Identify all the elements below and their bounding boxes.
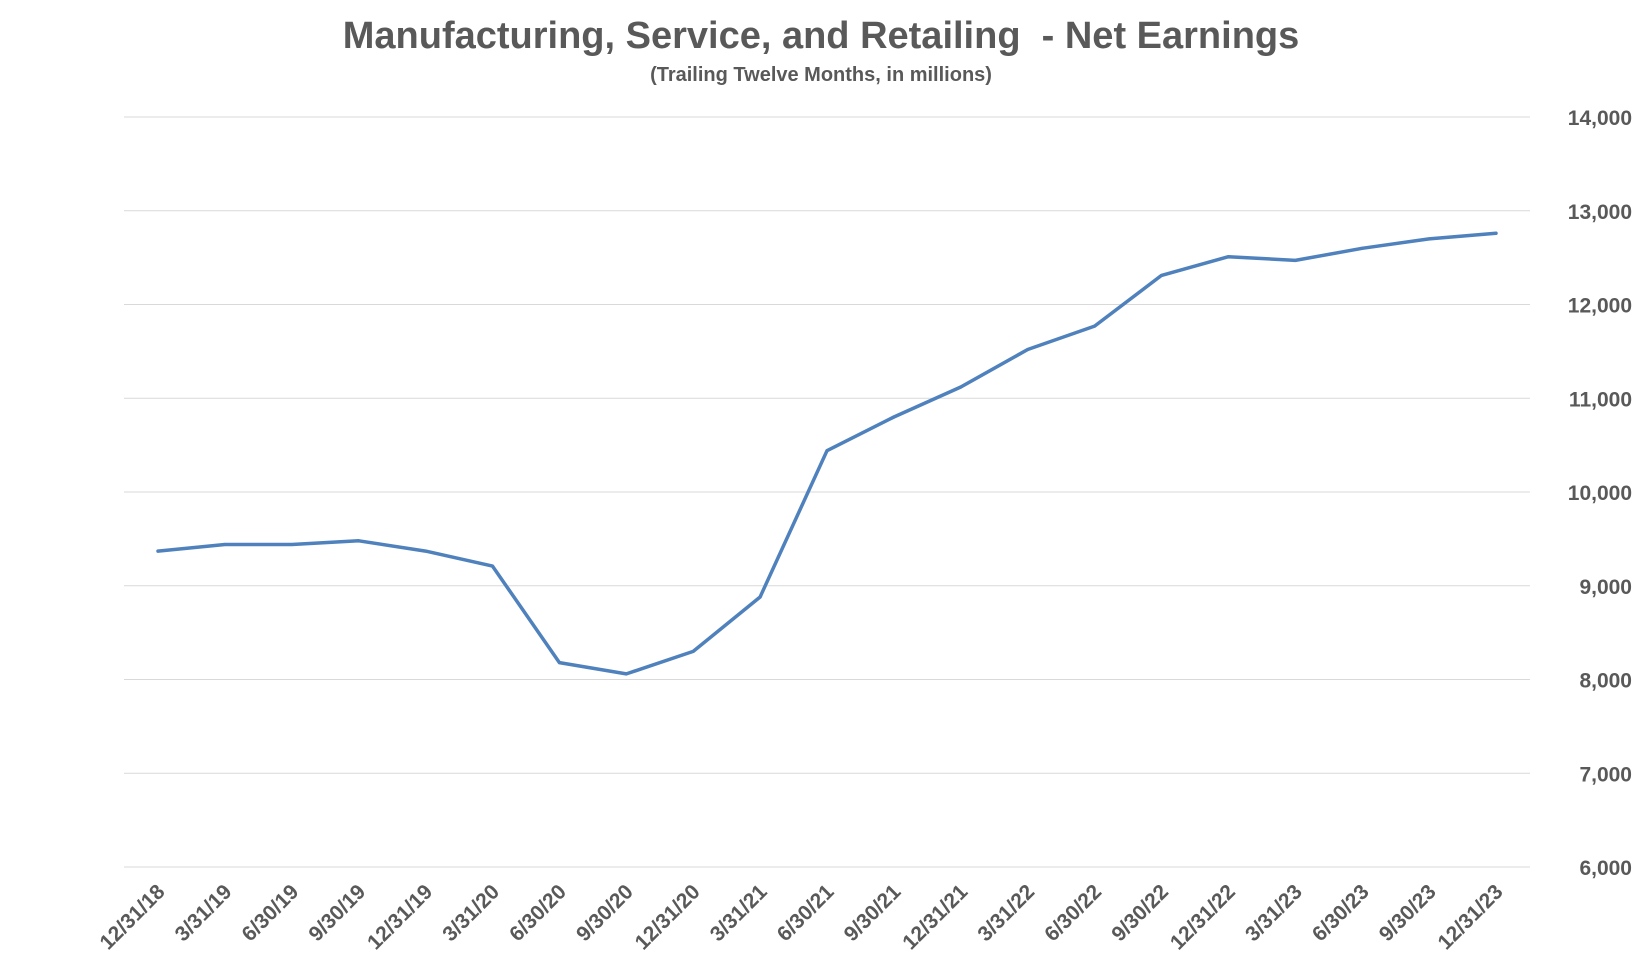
data-point — [758, 595, 762, 599]
data-point — [1427, 237, 1431, 241]
data-point — [1360, 246, 1364, 250]
x-tick-label: 6/30/20 — [505, 880, 571, 946]
series — [156, 231, 1498, 676]
x-tick-label: 3/31/23 — [1241, 880, 1307, 946]
chart-subtitle: (Trailing Twelve Months, in millions) — [650, 64, 992, 86]
series-line — [156, 231, 1498, 676]
x-tick-label: 12/31/20 — [631, 880, 705, 954]
data-point — [1160, 273, 1163, 277]
data-point — [1226, 255, 1230, 259]
x-tick-label: 3/31/22 — [973, 880, 1039, 946]
x-tick-label: 12/31/22 — [1166, 880, 1240, 954]
data-point — [223, 543, 227, 546]
y-tick-label: 6,000 — [1579, 857, 1632, 880]
data-point — [557, 661, 561, 665]
y-tick-label: 10,000 — [1568, 482, 1632, 505]
data-point — [959, 385, 963, 389]
x-tick-label: 3/31/20 — [438, 880, 504, 946]
data-point — [1093, 324, 1097, 328]
gridlines — [124, 116, 1530, 868]
x-tick-label: 12/31/21 — [898, 880, 972, 954]
data-point — [624, 672, 628, 676]
y-tick-label: 9,000 — [1579, 576, 1632, 599]
chart-title: Manufacturing, Service, and Retailing - … — [343, 15, 1300, 57]
x-tick-label: 6/30/23 — [1308, 880, 1374, 946]
x-tick-label: 12/31/19 — [363, 880, 437, 954]
y-tick-label: 8,000 — [1579, 670, 1632, 693]
x-tick-label: 12/31/23 — [1433, 880, 1507, 954]
x-tick-label: 9/30/19 — [304, 880, 370, 946]
y-tick-label: 7,000 — [1579, 763, 1632, 786]
data-point — [1494, 231, 1498, 235]
data-point — [424, 549, 428, 553]
x-tick-label: 9/30/20 — [572, 880, 638, 946]
x-tick-label: 6/30/22 — [1040, 880, 1106, 946]
x-tick-label: 6/30/21 — [773, 880, 839, 946]
y-axis: 6,000 7,000 8,000 9,000 10,000 11,000 12,000 13… — [1568, 107, 1632, 880]
data-point — [1293, 258, 1297, 262]
data-point — [491, 564, 494, 568]
data-point — [290, 543, 294, 546]
data-point — [1026, 348, 1030, 351]
x-tick-label: 12/31/18 — [95, 880, 169, 954]
x-tick-label: 6/30/19 — [238, 880, 304, 946]
data-point — [825, 449, 829, 453]
x-tick-label: 9/30/22 — [1107, 880, 1173, 946]
data-point — [156, 549, 160, 553]
x-tick-label: 9/30/21 — [840, 880, 906, 946]
x-tick-label: 3/31/19 — [171, 880, 237, 946]
x-tick-label: 9/30/23 — [1375, 880, 1441, 946]
y-tick-label: 11,000 — [1569, 388, 1632, 411]
data-point — [357, 539, 361, 543]
data-point — [691, 649, 695, 653]
y-tick-label: 14,000 — [1568, 107, 1632, 130]
y-tick-label: 13,000 — [1568, 201, 1632, 224]
data-point — [892, 415, 896, 419]
y-tick-label: 12,000 — [1568, 295, 1632, 318]
x-tick-label: 3/31/21 — [706, 880, 772, 946]
